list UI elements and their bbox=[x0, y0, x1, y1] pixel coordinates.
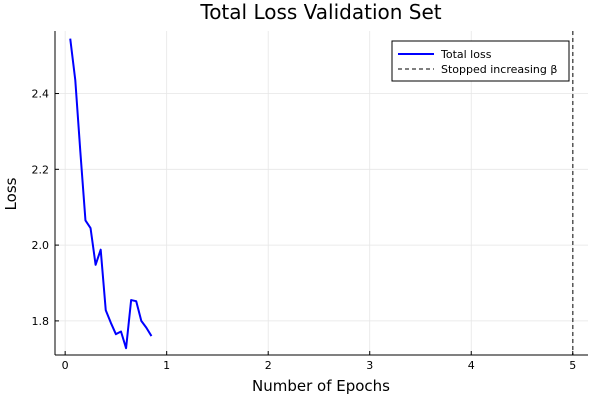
series-layer bbox=[69, 38, 153, 350]
x-tick-label: 3 bbox=[366, 359, 373, 372]
x-tick-label: 0 bbox=[62, 359, 69, 372]
x-tick-label: 4 bbox=[468, 359, 475, 372]
series-line-total-loss bbox=[69, 38, 153, 350]
y-tick-label: 2.4 bbox=[32, 88, 50, 101]
y-ticks: 1.8 2.0 2.2 2.4 bbox=[32, 88, 59, 328]
legend: Total loss Stopped increasing β bbox=[391, 40, 570, 82]
x-tick-label: 2 bbox=[265, 359, 272, 372]
legend-box bbox=[391, 40, 570, 82]
legend-label-total-loss: Total loss bbox=[440, 48, 492, 61]
x-tick-label: 1 bbox=[163, 359, 170, 372]
x-axis-label: Number of Epochs bbox=[252, 377, 390, 395]
y-tick-label: 2.0 bbox=[32, 239, 50, 252]
chart-title: Total Loss Validation Set bbox=[199, 0, 441, 24]
y-tick-label: 1.8 bbox=[32, 315, 50, 328]
y-axis-label: Loss bbox=[2, 177, 20, 210]
y-tick-label: 2.2 bbox=[32, 163, 50, 176]
legend-label-stopped-increasing-beta: Stopped increasing β bbox=[441, 63, 557, 76]
x-tick-label: 5 bbox=[569, 359, 576, 372]
x-ticks: 0 1 2 3 4 5 bbox=[62, 351, 576, 372]
